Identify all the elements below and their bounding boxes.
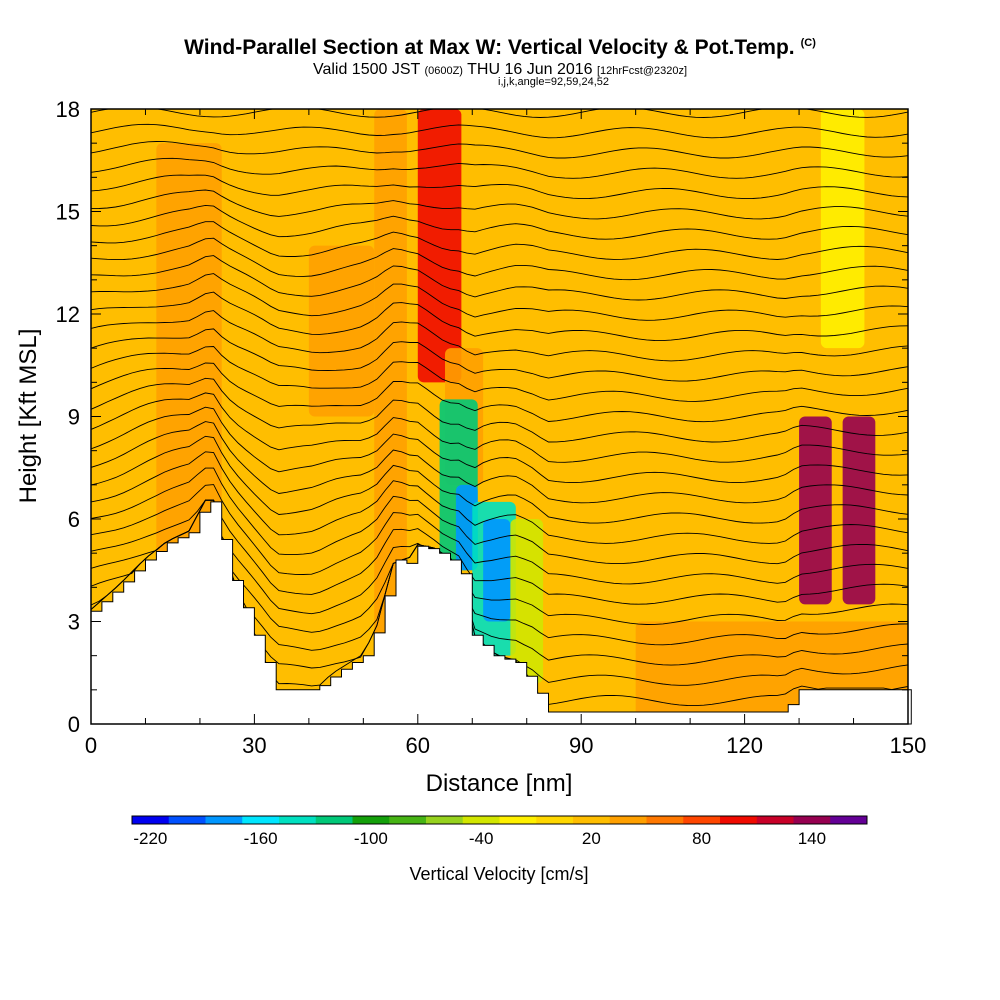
colorbar-swatch xyxy=(499,816,537,824)
theta-contour xyxy=(91,421,908,504)
theta-contour xyxy=(91,362,908,423)
theta-contour xyxy=(91,123,908,139)
x-axis-label: Distance [nm] xyxy=(426,770,573,797)
y-axis: 0 3 6 9 12 15 18 xyxy=(56,97,908,737)
x-tick-label: 120 xyxy=(726,733,763,758)
colorbar-swatch xyxy=(132,816,170,824)
colorbar-swatch xyxy=(205,816,243,824)
velocity-cell xyxy=(799,416,832,605)
theta-contour xyxy=(91,221,908,260)
chart-subtitle: Valid 1500 JST (0600Z) THU 16 Jun 2016 [… xyxy=(0,61,1000,79)
colorbar-tick-label: -40 xyxy=(469,829,494,848)
theta-contour xyxy=(91,189,908,220)
colorbar-tick-label: -100 xyxy=(354,829,388,848)
theta-contour xyxy=(91,237,908,281)
colorbar-tick-label: 80 xyxy=(692,829,711,848)
theta-contour xyxy=(91,392,908,463)
y-tick-label: 18 xyxy=(56,97,80,122)
forecast-info: [12hrFcst@2320z] xyxy=(596,65,688,77)
theta-contour xyxy=(91,484,908,585)
colorbar-title: Vertical Velocity [cm/s] xyxy=(409,864,588,884)
colorbar-swatch xyxy=(646,816,684,824)
colorbar-tick-label: 20 xyxy=(582,829,601,848)
theta-contour xyxy=(91,435,908,524)
colorbar-swatch xyxy=(609,816,647,824)
y-tick-label: 9 xyxy=(68,405,80,430)
y-tick-label: 3 xyxy=(68,610,80,635)
theta-contour xyxy=(91,467,908,565)
theta-contour xyxy=(91,174,908,200)
velocity-cell xyxy=(483,519,511,622)
x-tick-label: 30 xyxy=(242,733,266,758)
valid-time: Valid 1500 JST xyxy=(312,61,420,78)
colorbar-swatch xyxy=(389,816,427,824)
velocity-cell xyxy=(510,519,544,683)
colorbar-swatch xyxy=(168,816,206,824)
velocity-cell xyxy=(308,245,375,417)
colorbar-swatch xyxy=(426,816,464,824)
theta-contour xyxy=(91,204,908,240)
title-text: Wind-Parallel Section at Max W: Vertical… xyxy=(184,36,795,59)
colorbar-swatch xyxy=(720,816,758,824)
velocity-cell xyxy=(842,416,876,605)
y-axis-label: Height [Kft MSL] xyxy=(15,329,42,504)
x-tick-label: 0 xyxy=(85,733,97,758)
copyright-mark: (C) xyxy=(800,37,816,49)
colorbar-frame xyxy=(131,815,868,825)
colorbar-swatch xyxy=(573,816,611,824)
x-tick-label: 60 xyxy=(406,733,430,758)
y-tick-label: 15 xyxy=(56,200,80,225)
colorbar: -220 -160 -100 -40 20 80 140 xyxy=(131,815,868,848)
velocity-cell xyxy=(374,109,407,656)
colorbar-swatch xyxy=(242,816,280,824)
colorbar-swatch xyxy=(279,816,317,824)
velocity-cell xyxy=(417,109,462,383)
grid-indices: i,j,k,angle=92,59,24,52 xyxy=(498,76,610,88)
colorbar-swatch xyxy=(536,816,574,824)
colorbar-tick-label: 140 xyxy=(798,829,826,848)
valid-date: THU 16 Jun 2016 xyxy=(467,61,593,78)
valid-utc: (0600Z) xyxy=(424,65,463,77)
colorbar-swatch xyxy=(756,816,794,824)
theta-contour xyxy=(91,291,908,342)
theta-contour xyxy=(91,109,908,118)
y-tick-label: 6 xyxy=(68,507,80,532)
chart-title: Wind-Parallel Section at Max W: Vertical… xyxy=(0,36,1000,60)
theta-contour xyxy=(91,310,908,362)
colorbar-swatch xyxy=(352,816,390,824)
velocity-cell xyxy=(820,109,865,349)
colorbar-swatch xyxy=(683,816,721,824)
x-tick-label: 90 xyxy=(569,733,593,758)
theta-contour xyxy=(91,377,908,443)
x-axis: 0 30 60 90 120 150 xyxy=(85,109,926,758)
theta-contour xyxy=(91,406,908,484)
theta-contour xyxy=(91,451,908,544)
colorbar-tick-label: -220 xyxy=(133,829,167,848)
theta-contour xyxy=(91,328,908,382)
theta-contour xyxy=(91,273,908,321)
y-tick-label: 12 xyxy=(56,302,80,327)
colorbar-swatch xyxy=(793,816,831,824)
theta-contour xyxy=(91,141,908,159)
theta-contour xyxy=(91,255,908,301)
terrain-mask xyxy=(90,501,912,725)
theta-contours xyxy=(91,109,908,707)
colorbar-swatch xyxy=(830,816,868,824)
theta-contour xyxy=(91,499,908,605)
y-tick-label: 0 xyxy=(68,712,80,737)
theta-contour xyxy=(91,346,908,402)
colorbar-swatch xyxy=(315,816,353,824)
velocity-cell xyxy=(156,143,222,554)
theta-contour xyxy=(91,157,908,179)
x-tick-label: 150 xyxy=(890,733,927,758)
colorbar-tick-label: -160 xyxy=(244,829,278,848)
colorbar-swatch xyxy=(462,816,500,824)
